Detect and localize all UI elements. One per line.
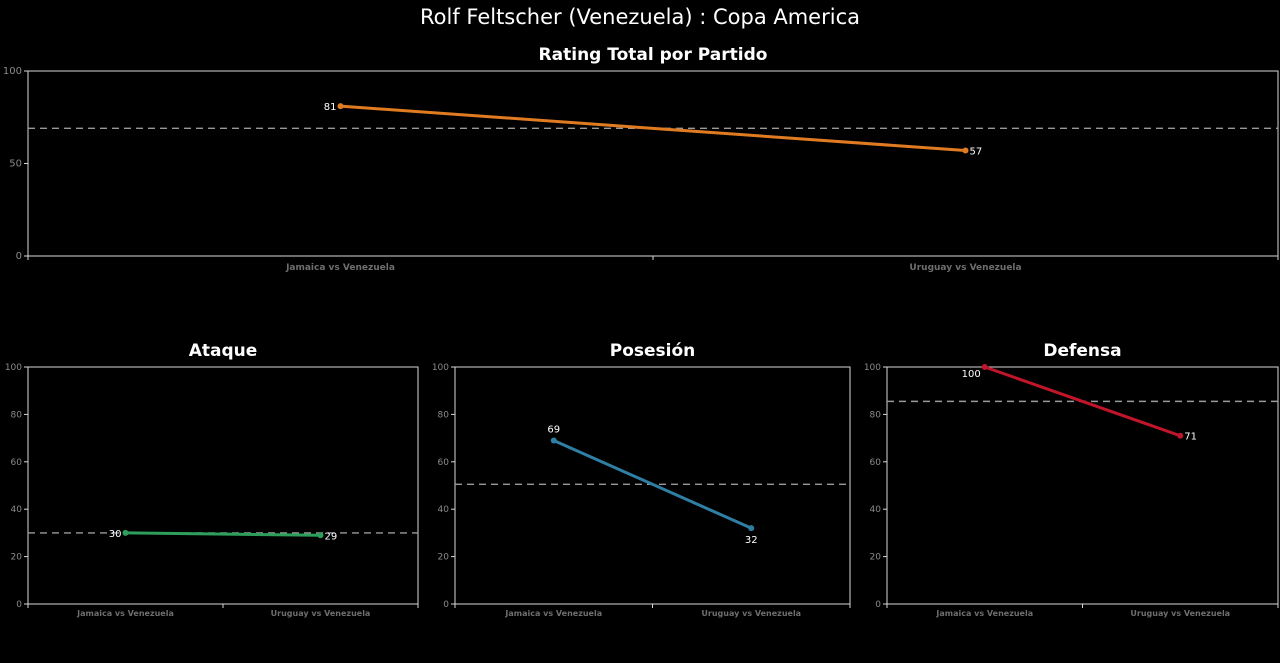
y-tick-label: 20 [870, 553, 882, 563]
data-point [748, 525, 755, 532]
x-category-label: Uruguay vs Venezuela [701, 609, 801, 618]
y-tick-label: 50 [9, 159, 22, 170]
data-point [981, 364, 988, 370]
data-label: 71 [1184, 432, 1197, 443]
series-line [984, 365, 1181, 438]
y-tick-label: 40 [438, 505, 450, 515]
y-tick-label: 0 [443, 600, 449, 610]
y-tick-label: 80 [438, 410, 450, 420]
chart-defensa: Defensa 0 20 40 60 80 100 Jamaica vs Venezuela U… [864, 341, 1279, 618]
x-category-label: Uruguay vs Venezuela [1130, 609, 1230, 618]
main-title: Rolf Feltscher (Venezuela) : Copa Americ… [420, 5, 860, 29]
chart-posesion: Posesión 0 20 40 60 80 100 Jamaica vs Venezuela… [432, 341, 851, 618]
data-label: 69 [547, 424, 560, 435]
y-tick-label: 100 [5, 363, 22, 373]
charts-container: Rating Total por Partido 0 50 100 Jamaica vs… [3, 45, 1279, 618]
plot-frame [27, 366, 419, 605]
y-tick-label: 40 [11, 505, 23, 515]
y-tick-label: 60 [870, 458, 882, 468]
data-point [550, 437, 557, 444]
series-line [553, 439, 752, 530]
data-point [122, 529, 129, 536]
data-label: 100 [962, 369, 981, 380]
data-label: 29 [325, 531, 338, 542]
x-category-label: Uruguay vs Venezuela [909, 263, 1021, 273]
x-category-label: Jamaica vs Venezuela [504, 609, 602, 618]
x-category-label: Jamaica vs Venezuela [76, 609, 174, 618]
data-point [337, 103, 344, 110]
data-label: 30 [109, 529, 122, 540]
y-tick-label: 60 [438, 458, 450, 468]
plot-frame [27, 70, 1279, 257]
y-tick-label: 0 [16, 251, 22, 262]
chart-total: Rating Total por Partido 0 50 100 Jamaica vs… [3, 45, 1279, 273]
y-tick-label: 60 [11, 458, 23, 468]
x-category-label: Uruguay vs Venezuela [271, 609, 371, 618]
y-tick-label: 0 [16, 600, 22, 610]
y-tick-label: 20 [438, 553, 450, 563]
data-point [962, 147, 969, 154]
y-tick-label: 100 [432, 363, 449, 373]
y-tick-label: 20 [11, 553, 23, 563]
series-line [125, 531, 321, 537]
data-label: 81 [324, 102, 337, 113]
chart-ataque: Ataque 0 20 40 60 80 100 Jamaica vs Venezuela Ur… [5, 341, 419, 618]
data-label: 57 [970, 147, 983, 158]
chart-title: Rating Total por Partido [539, 45, 768, 65]
chart-title: Defensa [1043, 341, 1121, 361]
chart-title: Ataque [189, 341, 258, 361]
data-label: 32 [745, 535, 758, 546]
series-line [340, 104, 966, 153]
y-tick-label: 80 [870, 410, 882, 420]
data-point [1177, 432, 1184, 439]
y-tick-label: 100 [3, 66, 22, 77]
chart-title: Posesión [610, 341, 696, 361]
y-tick-label: 100 [864, 363, 881, 373]
y-tick-label: 0 [875, 600, 881, 610]
x-category-label: Jamaica vs Venezuela [285, 263, 395, 273]
y-tick-label: 80 [11, 410, 23, 420]
data-point [317, 532, 324, 539]
y-tick-label: 40 [870, 505, 882, 515]
x-category-label: Jamaica vs Venezuela [935, 609, 1033, 618]
